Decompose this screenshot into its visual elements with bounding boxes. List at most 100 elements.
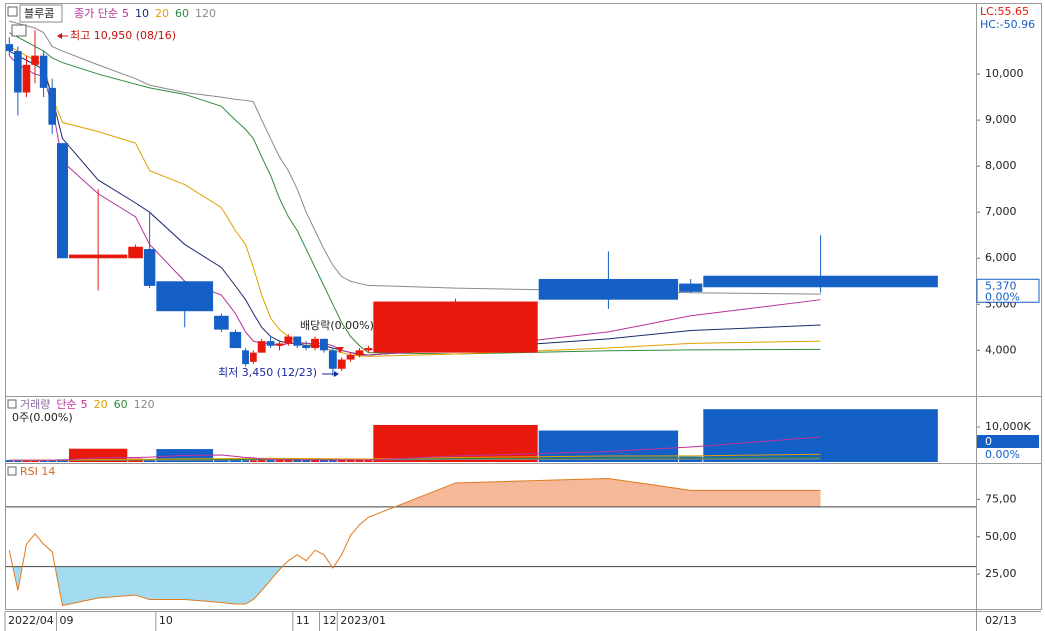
volume-bar: [48, 460, 56, 462]
high-annotation: 최고 10,950 (08/16): [70, 29, 176, 42]
candle-body: [328, 350, 337, 369]
last-price-badge: [976, 278, 1040, 303]
candle-body: [703, 275, 938, 288]
candle-body: [337, 359, 346, 369]
hc-label: HC:-50.96: [980, 18, 1035, 31]
volume-bar: [284, 460, 293, 462]
volume-bar: [293, 460, 302, 462]
volume-bar: [39, 460, 48, 462]
clip-group: [5, 409, 938, 462]
moving-average-line: [9, 20, 821, 295]
candle-body: [31, 55, 39, 65]
volume-bar: [31, 460, 39, 462]
candle-body: [302, 345, 311, 349]
candle-body: [5, 44, 14, 52]
moving-average-line: [9, 32, 821, 355]
volume-bar: [5, 460, 14, 462]
candle-body: [538, 278, 679, 300]
legend-label: 종가 단순: [74, 7, 118, 20]
last-change-label: 0.00%: [985, 290, 1020, 303]
candle-body: [48, 87, 56, 125]
frame: [5, 3, 1042, 610]
volume-bar: [257, 460, 266, 462]
legend-entry: 10: [135, 7, 149, 20]
volume-bar: [275, 460, 284, 462]
panel-icon[interactable]: [7, 466, 17, 476]
candle-body: [143, 249, 156, 286]
legend-label: 단순: [56, 398, 76, 411]
candle-body: [22, 64, 31, 93]
y-tick-label: 9,000: [985, 113, 1017, 126]
candle-body: [156, 281, 214, 312]
candle-body: [311, 338, 319, 349]
x-tick-label: 2022/04: [8, 614, 54, 627]
ex-dividend-marker: [336, 347, 344, 353]
y-tick-label: 6,000: [985, 251, 1017, 264]
y-tick-label: 7,000: [985, 205, 1017, 218]
x-tick-label: 2023/01: [340, 614, 386, 627]
candle-body: [14, 51, 22, 93]
grid-icon[interactable]: [11, 24, 27, 37]
candle-body: [275, 343, 284, 346]
title-box[interactable]: [19, 4, 63, 23]
legend-entry: 120: [134, 398, 155, 411]
y-tick-label: 8,000: [985, 159, 1017, 172]
y-tick-label: 10,000: [985, 67, 1024, 80]
clip-group: [394, 478, 821, 507]
volume-bar: [311, 460, 319, 462]
menu-icon[interactable]: [7, 6, 18, 17]
panel-icon[interactable]: [7, 399, 17, 409]
volume-bar: [328, 460, 337, 462]
y-tick-label: 50,00: [985, 530, 1017, 543]
volume-bar: [337, 460, 346, 462]
current-volume-change: 0.00%: [985, 448, 1020, 461]
overbought-fill: [394, 478, 821, 507]
volume-bar: [266, 460, 275, 462]
volume-bar: [355, 460, 364, 462]
candle-body: [293, 336, 302, 346]
volume-status: 0주(0.00%): [12, 411, 73, 424]
legend-entry: 20: [155, 7, 169, 20]
y-tick-label: 25,00: [985, 567, 1017, 580]
candle-body: [56, 143, 68, 259]
legend-entry: 20: [94, 398, 108, 411]
clip-group: [12, 566, 334, 606]
candle-body: [319, 338, 328, 351]
legend-entry: 60: [175, 7, 189, 20]
lc-hc-box: [977, 4, 1040, 32]
low-arrow-head: [334, 371, 339, 377]
candle-body: [355, 350, 364, 355]
volume-bar: [364, 460, 373, 462]
current-volume-label: 0: [985, 435, 992, 448]
volume-bar: [346, 460, 355, 462]
candle-body: [39, 55, 48, 88]
candle-body: [266, 341, 275, 346]
volume-bar: [249, 460, 257, 462]
volume-bar: [242, 460, 249, 462]
volume-bar: [302, 460, 311, 462]
high-arrow-head: [57, 33, 62, 39]
volume-bar: [229, 459, 242, 462]
y-tick-label: 75,00: [985, 492, 1017, 505]
chart-title: 블루콤: [24, 7, 54, 20]
candle-body: [229, 331, 242, 349]
rsi-title: RSI 14: [20, 465, 55, 478]
rsi-line: [8, 477, 821, 607]
candle-body: [242, 350, 249, 365]
candle-body: [679, 283, 703, 292]
candle-body: [128, 246, 143, 259]
x-tick-label: 12: [322, 614, 336, 627]
last-price-label: 5,370: [985, 279, 1017, 292]
y-tick-label: 4,000: [985, 343, 1017, 356]
candle-body: [346, 354, 355, 360]
candle-body: [373, 301, 538, 353]
candle-body: [257, 341, 266, 353]
legend-title: 거래량: [20, 398, 50, 411]
volume-average-line: [9, 436, 821, 461]
x-tick-label: 09: [59, 614, 73, 627]
current-volume-badge: [977, 435, 1039, 448]
volume-bar: [22, 460, 31, 462]
x-tick-label: 11: [296, 614, 310, 627]
